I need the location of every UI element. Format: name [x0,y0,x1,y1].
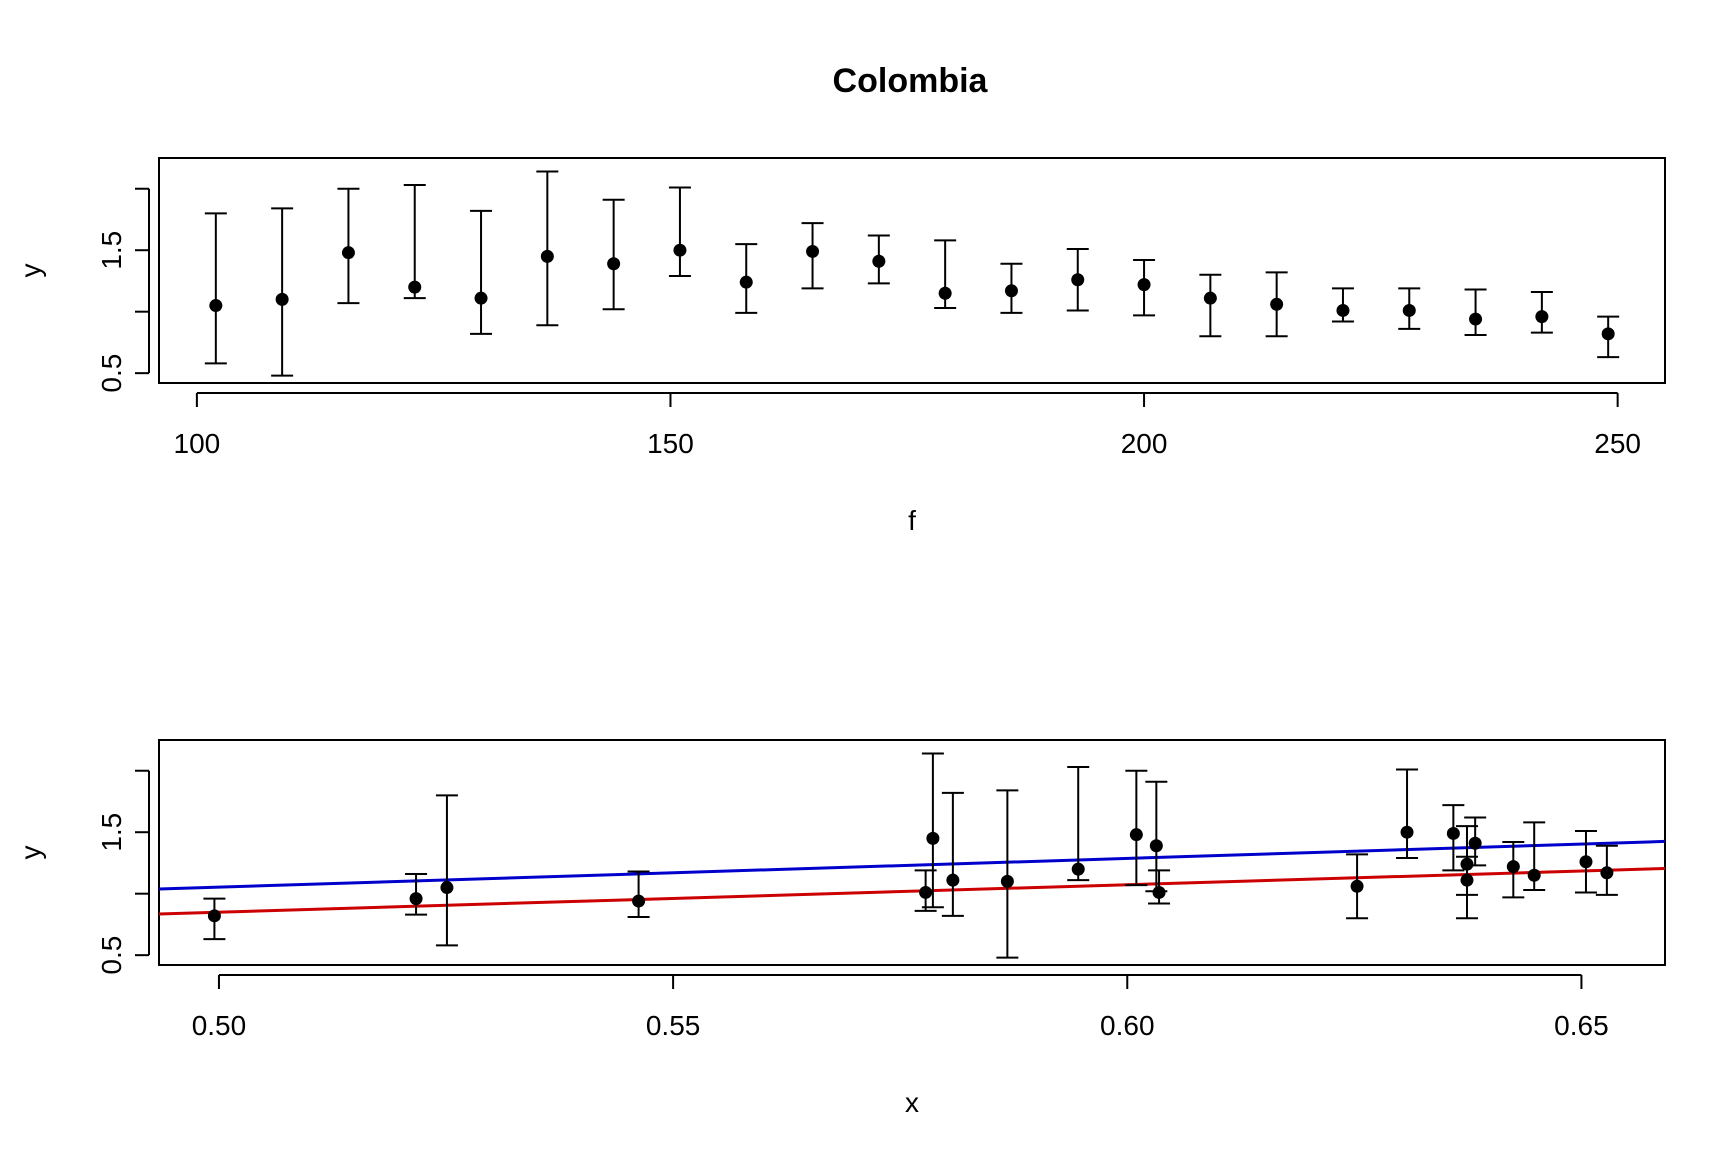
data-point [946,873,960,887]
data-point [1468,836,1482,850]
data-point [919,885,933,899]
x-tick-label: 0.60 [1100,1010,1155,1041]
data-point [1071,273,1085,287]
data-point [806,244,820,258]
x-tick-label: 150 [647,428,694,459]
data-point [1152,885,1166,899]
data-point [1446,826,1460,840]
data-point [1535,310,1549,324]
data-point [1601,327,1615,341]
data-point [938,286,952,300]
data-point [1129,828,1143,842]
data-point [1600,866,1614,880]
data-point [1336,303,1350,317]
data-point [607,257,621,271]
x-axis-label: f [908,505,916,536]
y-tick-label: 1.5 [96,231,127,270]
y-tick-label: 0.5 [96,936,127,975]
x-tick-label: 0.55 [646,1010,701,1041]
y-axis-label: y [15,264,46,278]
data-point [540,249,554,263]
chart-title: Colombia [833,62,989,100]
data-point [1000,874,1014,888]
data-point [1137,278,1151,292]
data-point [1579,855,1593,869]
data-point [1071,862,1085,876]
data-point [1004,284,1018,298]
data-point [1149,839,1163,853]
data-point [440,881,454,895]
data-point [1460,873,1474,887]
data-point [632,894,646,908]
data-point [474,291,488,305]
data-point [275,292,289,306]
data-point [209,299,223,313]
y-tick-label: 1.5 [96,813,127,852]
data-point [926,831,940,845]
data-point [739,275,753,289]
y-tick-label: 0.5 [96,354,127,393]
x-tick-label: 250 [1594,428,1641,459]
data-point [1527,868,1541,882]
x-tick-label: 0.50 [192,1010,247,1041]
data-point [673,243,687,257]
data-point [872,254,886,268]
plot-frame [158,157,1666,384]
data-point [409,892,423,906]
fit-line [158,839,1666,891]
data-point [1203,291,1217,305]
data-point [341,246,355,260]
data-point [1270,297,1284,311]
data-point [207,909,221,923]
fit-line [158,866,1666,916]
top-panel: 100 150 200 250 0.5 1.5 f y [15,157,1666,536]
x-tick-label: 200 [1121,428,1168,459]
data-point [1469,312,1483,326]
data-point [408,280,422,294]
data-point [1506,860,1520,874]
plot-frame [158,739,1666,966]
data-point [1400,825,1414,839]
data-point [1350,879,1364,893]
x-axis-label: x [905,1087,919,1118]
y-axis-label: y [15,846,46,860]
x-tick-label: 100 [174,428,221,459]
data-point [1402,303,1416,317]
x-tick-label: 0.65 [1554,1010,1609,1041]
bottom-panel: 0.50 0.55 0.60 0.65 0.5 1.5 x y [15,739,1666,1118]
